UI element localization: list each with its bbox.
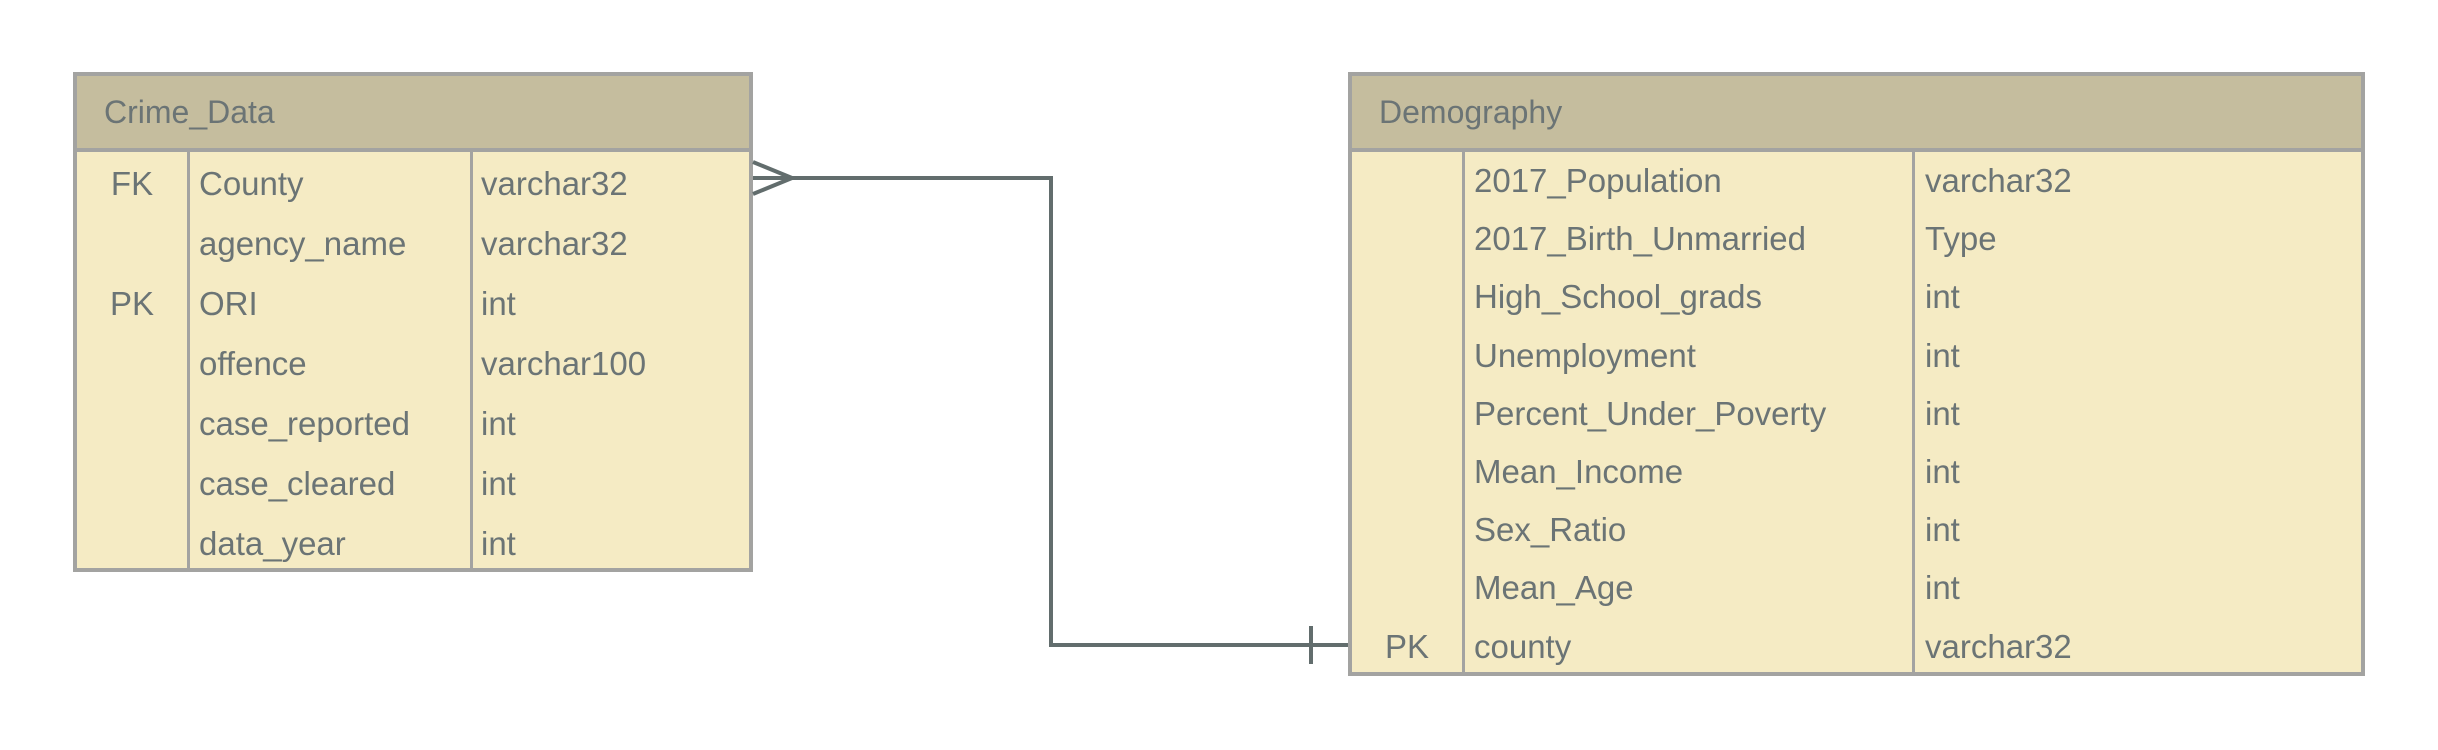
field-name-cell: county	[1474, 627, 1572, 665]
key-cell: FK	[110, 165, 154, 202]
field-name-cell: 2017_Population	[1474, 162, 1722, 199]
column-divider	[187, 152, 190, 568]
field-row[interactable]: High_School_grads int	[1352, 268, 2361, 326]
field-row[interactable]: case_reported int	[77, 394, 749, 454]
field-type-cell: varchar32	[481, 225, 628, 262]
field-type-cell: varchar32	[1925, 162, 2072, 199]
field-name-cell: case_reported	[199, 405, 410, 442]
relationship-line[interactable]	[792, 176, 1348, 647]
field-row[interactable]: Unemployment int	[1352, 327, 2361, 385]
field-type-cell: varchar32	[481, 165, 628, 202]
field-name-cell: agency_name	[199, 225, 407, 262]
entity-header: Crime_Data	[77, 76, 749, 152]
entity-title: Demography	[1379, 94, 1563, 130]
entity-demography[interactable]: Demography 2017_Population varchar32 2017_…	[1348, 72, 2365, 676]
field-name-cell: case_cleared	[199, 465, 396, 502]
field-name-cell: County	[199, 165, 304, 202]
field-row[interactable]: PK county varchar32	[1352, 618, 2361, 676]
field-name-cell: ORI	[199, 285, 258, 322]
field-name-cell: High_School_grads	[1474, 278, 1763, 316]
key-cell: PK	[1384, 627, 1430, 665]
field-row[interactable]: Mean_Income int	[1352, 443, 2361, 501]
field-row[interactable]: PK ORI int	[77, 274, 749, 334]
entity-title: Crime_Data	[104, 94, 275, 130]
field-row[interactable]: case_cleared int	[77, 454, 749, 514]
field-row[interactable]: agency_name varchar32	[77, 214, 749, 274]
field-type-cell: int	[481, 465, 516, 502]
field-name-cell: offence	[199, 345, 307, 382]
column-divider	[1912, 152, 1915, 672]
field-row[interactable]: Sex_Ratio int	[1352, 501, 2361, 559]
field-row[interactable]: Mean_Age int	[1352, 559, 2361, 617]
entity-body: 2017_Population varchar32 2017_Birth_Unmar…	[1352, 152, 2361, 672]
field-row[interactable]: 2017_Population varchar32	[1352, 152, 2361, 210]
entity-header: Demography	[1352, 76, 2361, 152]
field-type-cell: int	[1925, 511, 1960, 549]
field-type-cell: Type	[1925, 220, 1997, 258]
field-name-cell: Percent_Under_Poverty	[1474, 394, 1827, 432]
field-type-cell: varchar100	[481, 345, 647, 382]
field-type-cell: int	[1925, 569, 1960, 607]
field-type-cell: int	[481, 285, 516, 322]
field-name-cell: Mean_Age	[1474, 569, 1634, 607]
entity-body: FK County varchar32 agency_name varchar32 PK O…	[77, 152, 749, 568]
key-cell: PK	[109, 285, 155, 322]
field-name-cell: data_year	[199, 525, 346, 562]
field-name-cell: 2017_Birth_Unmarried	[1474, 220, 1807, 258]
field-type-cell: int	[481, 405, 516, 442]
field-row[interactable]: offence varchar100	[77, 334, 749, 394]
field-type-cell: varchar32	[1925, 627, 2072, 665]
field-row[interactable]: data_year int	[77, 514, 749, 574]
field-row[interactable]: 2017_Birth_Unmarried Type	[1352, 210, 2361, 268]
field-type-cell: int	[1925, 278, 1960, 316]
column-divider	[1462, 152, 1465, 672]
field-row[interactable]: Percent_Under_Poverty int	[1352, 385, 2361, 443]
crows-foot-many-marker	[752, 160, 793, 196]
column-divider	[470, 152, 473, 568]
field-type-cell: int	[481, 525, 516, 562]
field-type-cell: int	[1925, 336, 1960, 374]
field-name-cell: Unemployment	[1474, 336, 1696, 374]
entity-crime-data[interactable]: Crime_Data FK County varchar32 agency_name v…	[73, 72, 753, 572]
field-type-cell: int	[1925, 453, 1960, 490]
field-name-cell: Mean_Income	[1474, 453, 1684, 490]
field-row[interactable]: FK County varchar32	[77, 154, 749, 214]
field-name-cell: Sex_Ratio	[1474, 511, 1627, 549]
field-type-cell: int	[1925, 394, 1960, 432]
